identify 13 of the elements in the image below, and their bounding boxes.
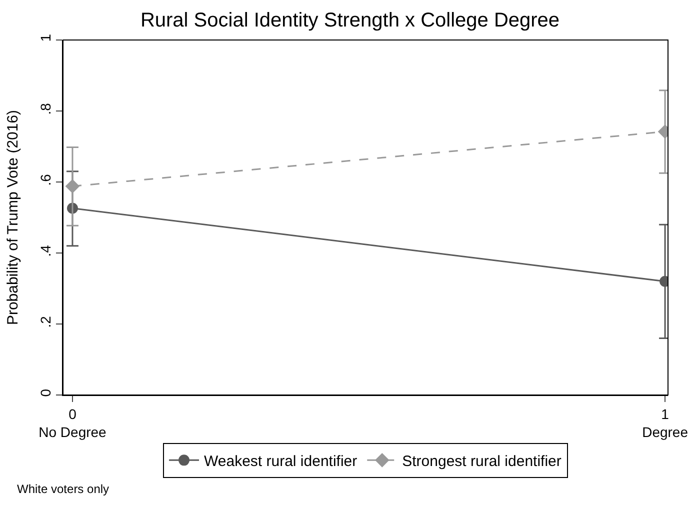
- legend-label: Strongest rural identifier: [402, 453, 562, 470]
- y-tick-label: .2: [37, 316, 54, 328]
- y-axis-title: Probability of Trump Vote (2016): [4, 110, 22, 326]
- y-tick-label: 1: [37, 34, 54, 42]
- y-tick-label: 0: [37, 388, 54, 397]
- chart-title: Rural Social Identity Strength x College Degree: [140, 10, 560, 32]
- text: White voters only: [17, 482, 110, 496]
- x-tick-label: 1 Degree: [642, 406, 688, 440]
- x-tick-label: 0 No Degree: [38, 406, 107, 440]
- y-tick-label: .4: [37, 244, 54, 257]
- legend-label: Weakest rural identifier: [204, 453, 358, 470]
- y-tick-label: .6: [37, 174, 54, 186]
- y-tick-label: .8: [37, 102, 54, 115]
